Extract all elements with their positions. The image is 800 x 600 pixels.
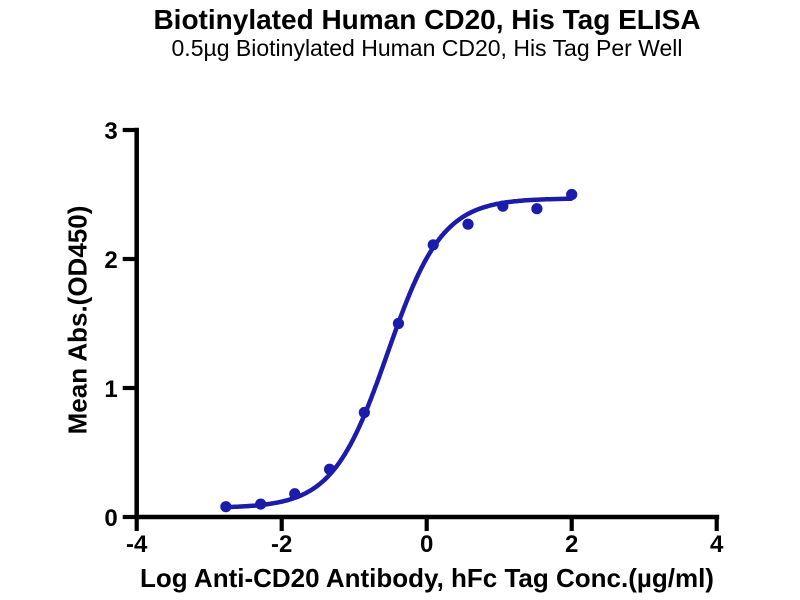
data-point bbox=[497, 200, 509, 212]
data-point bbox=[531, 203, 543, 215]
y-tick-label: 1 bbox=[104, 376, 117, 403]
x-tick-label: 0 bbox=[420, 531, 433, 558]
data-point bbox=[566, 188, 578, 201]
data-point bbox=[392, 317, 405, 330]
fit-curve bbox=[223, 196, 574, 510]
data-point bbox=[427, 239, 439, 251]
x-tick-label: 4 bbox=[710, 531, 724, 558]
data-point bbox=[462, 218, 474, 230]
data-point bbox=[358, 406, 370, 419]
data-point bbox=[255, 498, 267, 510]
data-point bbox=[220, 501, 232, 513]
chart-title: Biotinylated Human CD20, His Tag ELISA bbox=[153, 4, 701, 35]
x-tick-label: -4 bbox=[126, 531, 148, 558]
y-tick-label: 0 bbox=[104, 505, 117, 532]
y-tick-label: 2 bbox=[104, 247, 117, 274]
y-tick-label: 3 bbox=[104, 118, 117, 145]
x-tick-label: 2 bbox=[565, 531, 578, 558]
data-point bbox=[323, 463, 336, 475]
chart-subtitle: 0.5µg Biotinylated Human CD20, His Tag P… bbox=[171, 35, 683, 61]
x-tick-label: -2 bbox=[271, 531, 292, 558]
data-point bbox=[289, 488, 301, 500]
x-axis-label: Log Anti-CD20 Antibody, hFc Tag Conc.(µg… bbox=[140, 563, 714, 593]
